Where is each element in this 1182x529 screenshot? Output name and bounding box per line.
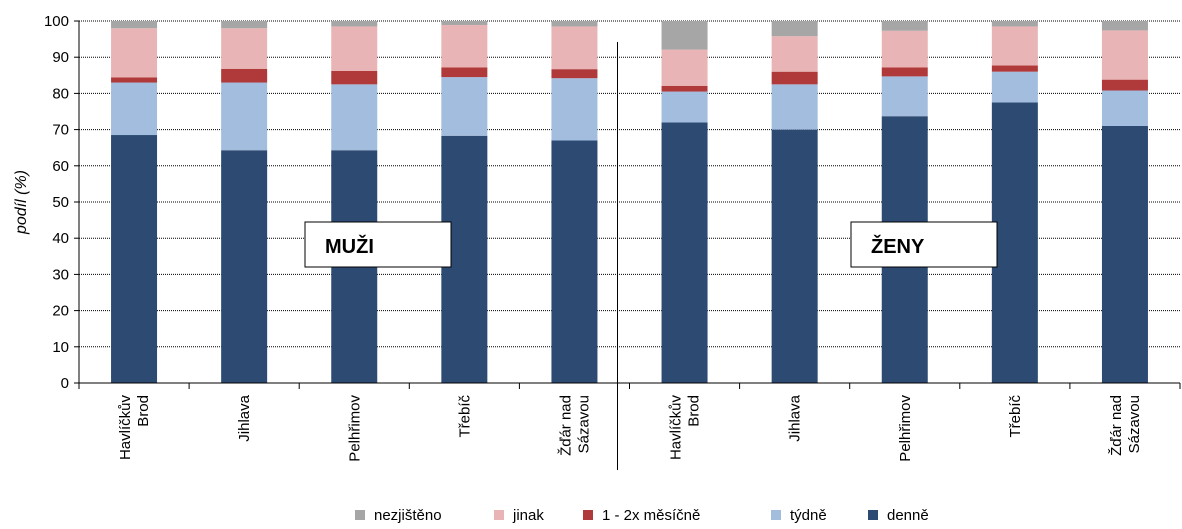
bar-segment-denně [551, 140, 598, 383]
bar-segment-týdně [441, 77, 488, 136]
legend-label: nezjištěno [374, 507, 442, 524]
bar-segment-denně [1101, 125, 1148, 383]
bar-segment-týdně [991, 71, 1038, 103]
bar-segment-nezjištěno [221, 21, 268, 29]
bar-segment-nezjištěno [771, 21, 818, 37]
category-label: Havlíčkův [117, 395, 134, 461]
legend-label: týdně [790, 507, 827, 524]
y-tick-label: 60 [52, 158, 69, 175]
category-label: Třebíč [456, 395, 473, 438]
y-tick-label: 100 [44, 13, 69, 30]
y-tick-label: 80 [52, 85, 69, 102]
category-label: Třebíč [1007, 395, 1024, 438]
bar-segment-týdně [661, 91, 708, 123]
bar-segment-nezjištěno [551, 21, 598, 27]
bar-segment-1---2x-měsíčně [331, 70, 378, 85]
legend-swatch [355, 510, 365, 520]
bar-segment-nezjištěno [441, 21, 488, 25]
category-label: Žďár nad [557, 395, 574, 456]
group-label: MUŽI [325, 234, 374, 258]
bar-segment-denně [991, 102, 1038, 383]
bar-segment-týdně [221, 82, 268, 151]
category-label: Brod [135, 395, 152, 427]
bar-segment-týdně [551, 78, 598, 141]
category-label: Sázavou [575, 395, 592, 453]
legend-label: denně [887, 507, 929, 524]
bar-segment-týdně [881, 76, 928, 117]
category-label: Havlíčkův [668, 395, 685, 461]
bar-segment-jinak [111, 28, 158, 78]
bar-segment-1---2x-měsíčně [441, 67, 488, 78]
bar-segment-jinak [221, 28, 268, 69]
group-labels: MUŽI ŽENY [304, 221, 998, 268]
bar-segment-nezjištěno [661, 21, 708, 50]
category-label: Brod [686, 395, 703, 427]
category-label: Jihlava [787, 394, 804, 441]
bar-segment-jinak [661, 49, 708, 86]
legend: nezjištěno jinak 1 - 2x měsíčně týdně denně [355, 507, 929, 524]
bar-segment-týdně [771, 84, 818, 130]
bar-segment-jinak [441, 24, 488, 68]
y-tick-label: 20 [52, 303, 69, 320]
legend-swatch [583, 510, 593, 520]
bar-segment-denně [111, 135, 158, 383]
gridlines [79, 20, 1180, 348]
bar-segment-nezjištěno [881, 21, 928, 31]
bar-segment-týdně [331, 84, 378, 151]
bar-segment-denně [771, 129, 818, 383]
category-label: Pelhřimov [897, 395, 914, 462]
category-label: Žďár nad [1108, 395, 1125, 456]
bar-segment-1---2x-měsíčně [991, 65, 1038, 72]
bar-segment-jinak [551, 26, 598, 70]
bar-segment-denně [221, 150, 268, 383]
category-label: Sázavou [1126, 395, 1143, 453]
category-label: Jihlava [236, 394, 253, 441]
bar-segment-jinak [1101, 30, 1148, 80]
group-label-box [850, 221, 998, 268]
bar-segment-nezjištěno [1101, 21, 1148, 31]
legend-label: 1 - 2x měsíčně [602, 507, 700, 524]
group-label-box [304, 221, 452, 268]
bar-segment-1---2x-měsíčně [1101, 79, 1148, 91]
bar-segment-jinak [331, 26, 378, 71]
bar-segment-1---2x-měsíčně [111, 77, 158, 83]
bar-segment-1---2x-měsíčně [661, 85, 708, 92]
y-tick-label: 0 [61, 375, 69, 392]
category-labels: Havlíčkův Brod Jihlava Pelhřimov Třebíč Žďár … [117, 394, 1143, 461]
y-tick-label: 40 [52, 230, 69, 247]
legend-swatch [771, 510, 781, 520]
bar-segment-1---2x-měsíčně [771, 71, 818, 85]
bar-segment-1---2x-měsíčně [881, 67, 928, 77]
y-tick-label: 50 [52, 194, 69, 211]
legend-swatch [494, 510, 504, 520]
bar-segment-1---2x-měsíčně [221, 68, 268, 83]
y-tick-label: 90 [52, 49, 69, 66]
y-tick-labels: 0 10 20 30 40 50 60 70 80 90 100 [44, 13, 69, 392]
legend-swatch [868, 510, 878, 520]
bar-segment-nezjištěno [991, 21, 1038, 27]
bar-segment-jinak [991, 26, 1038, 66]
bar-segment-nezjištěno [111, 21, 158, 29]
bar-segment-denně [661, 122, 708, 384]
y-tick-label: 30 [52, 266, 69, 283]
bar-segment-jinak [881, 30, 928, 68]
y-axis-label: podíl (%) [13, 170, 30, 235]
axes [74, 20, 1181, 470]
legend-label: jinak [512, 507, 544, 524]
bar-segment-týdně [111, 82, 158, 136]
category-label: Pelhřimov [346, 395, 363, 462]
y-tick-label: 70 [52, 122, 69, 139]
y-tick-label: 10 [52, 339, 69, 356]
bar-segment-týdně [1101, 90, 1148, 126]
bar-segment-jinak [771, 36, 818, 72]
bar-segment-nezjištěno [331, 21, 378, 27]
group-label: ŽENY [871, 234, 925, 258]
bar-segment-1---2x-měsíčně [551, 69, 598, 79]
